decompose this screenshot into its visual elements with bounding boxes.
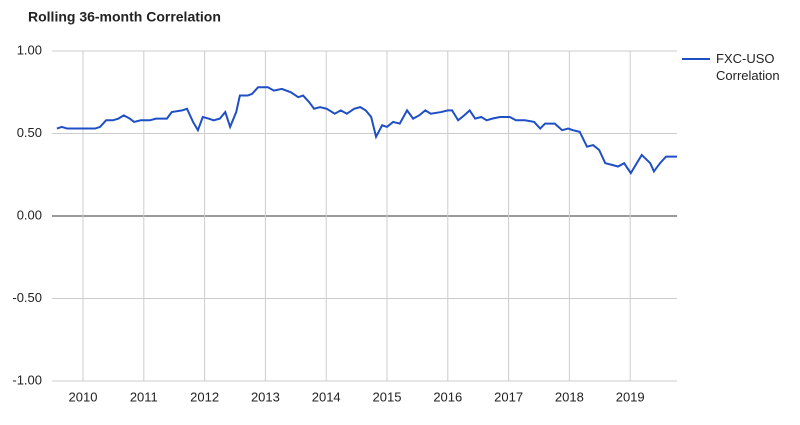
x-tick-label: 2013 [251, 389, 280, 404]
x-tick-label: 2012 [190, 389, 219, 404]
chart-title: Rolling 36-month Correlation [28, 9, 221, 25]
x-tick-label: 2011 [130, 389, 158, 404]
x-tick-label: 2010 [69, 389, 98, 404]
x-tick-label: 2017 [494, 389, 523, 404]
series-line [56, 86, 677, 175]
legend-label: FXC-USO Correlation [716, 51, 780, 83]
x-tick-label: 2014 [312, 389, 341, 404]
x-tick-label: 2015 [373, 389, 402, 404]
x-tick-label: 2019 [616, 389, 645, 404]
y-tick-label: 0.00 [17, 207, 42, 222]
y-tick-label: -0.50 [12, 290, 42, 305]
x-tick-label: 2018 [555, 389, 584, 404]
y-tick-label: 1.00 [17, 42, 42, 57]
y-tick-label: -1.00 [12, 372, 42, 387]
legend: FXC-USO Correlation [682, 50, 792, 84]
y-tick-label: 0.50 [17, 125, 42, 140]
x-tick-label: 2016 [433, 389, 462, 404]
legend-swatch [682, 58, 710, 60]
